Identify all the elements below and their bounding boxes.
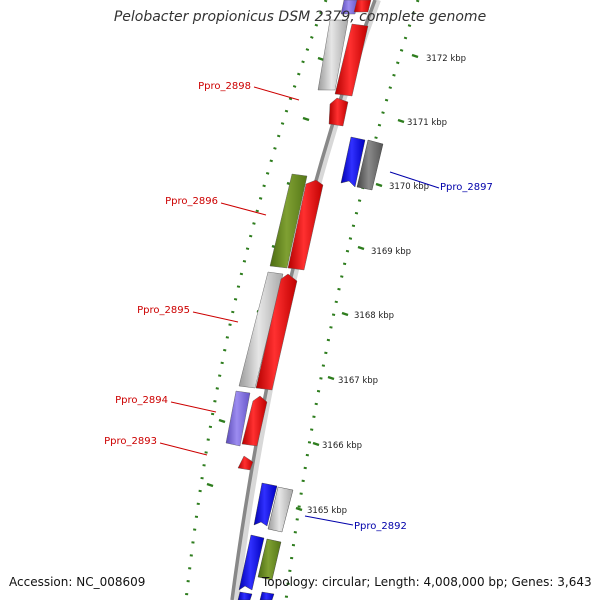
feature-purple-2[interactable] bbox=[225, 390, 251, 447]
gene-label-ppro-2898[interactable]: Ppro_2898 bbox=[198, 81, 251, 92]
feature-blue-2[interactable] bbox=[253, 482, 278, 527]
tick-label-3166: 3166 kbp bbox=[322, 441, 362, 451]
gene-label-ppro-2892[interactable]: Ppro_2892 bbox=[354, 521, 407, 532]
feature-gray-2[interactable] bbox=[238, 271, 284, 389]
feature-purple-1[interactable] bbox=[340, 0, 359, 15]
feature-red-5[interactable] bbox=[237, 455, 254, 471]
gene-label-ppro-2895[interactable]: Ppro_2895 bbox=[137, 305, 190, 316]
feature-track-far-right bbox=[237, 136, 384, 600]
feature-gray-1[interactable] bbox=[317, 19, 349, 91]
tick-label-3172: 3172 kbp bbox=[426, 54, 466, 64]
gene-label-ppro-2897[interactable]: Ppro_2897 bbox=[440, 182, 493, 193]
feature-red-4[interactable] bbox=[241, 395, 268, 447]
tick-label-3170: 3170 kbp bbox=[389, 182, 429, 192]
feature-blue-1[interactable] bbox=[340, 136, 366, 188]
tick-label-3171: 3171 kbp bbox=[407, 118, 447, 128]
inner-ticks bbox=[295, 53, 419, 512]
feature-blue-3[interactable] bbox=[238, 534, 265, 591]
feature-dark-1[interactable] bbox=[356, 139, 384, 191]
feature-track-left bbox=[225, 0, 359, 447]
gene-label-ppro-2896[interactable]: Ppro_2896 bbox=[165, 196, 218, 207]
feature-gray-3[interactable] bbox=[267, 486, 294, 533]
tick-label-3167: 3167 kbp bbox=[338, 376, 378, 386]
feature-red-1[interactable] bbox=[334, 23, 369, 97]
feature-blue-5[interactable] bbox=[259, 591, 275, 600]
gene-label-ppro-2894[interactable]: Ppro_2894 bbox=[115, 395, 168, 406]
genome-summary-label: Topology: circular; Length: 4,008,000 bp… bbox=[262, 575, 592, 589]
feature-blue-4[interactable] bbox=[237, 591, 253, 600]
tick-label-3169: 3169 kbp bbox=[371, 247, 411, 257]
feature-red-2[interactable] bbox=[287, 179, 324, 271]
accession-label: Accession: NC_008609 bbox=[9, 575, 146, 589]
gene-label-ppro-2893[interactable]: Ppro_2893 bbox=[104, 436, 157, 447]
feature-track-right bbox=[237, 0, 372, 471]
tick-label-3168: 3168 kbp bbox=[354, 311, 394, 321]
tick-label-3165: 3165 kbp bbox=[307, 506, 347, 516]
tick-labels: 3172 kbp 3171 kbp 3170 kbp 3169 kbp 3168… bbox=[307, 54, 466, 516]
map-title: Pelobacter propionicus DSM 2379, complet… bbox=[113, 9, 487, 25]
feature-green-2[interactable] bbox=[257, 538, 282, 581]
feature-red-3[interactable] bbox=[255, 273, 298, 391]
tick-track-inner bbox=[284, 0, 420, 600]
feature-green-1[interactable] bbox=[269, 173, 308, 269]
gene-labels: Ppro_2898 Ppro_2897 Ppro_2896 Ppro_2895 … bbox=[104, 81, 493, 532]
label-leaders bbox=[159, 86, 440, 526]
tick-track-outer bbox=[184, 0, 328, 600]
feature-red-small[interactable] bbox=[328, 97, 349, 127]
feature-red-top[interactable] bbox=[353, 0, 372, 13]
